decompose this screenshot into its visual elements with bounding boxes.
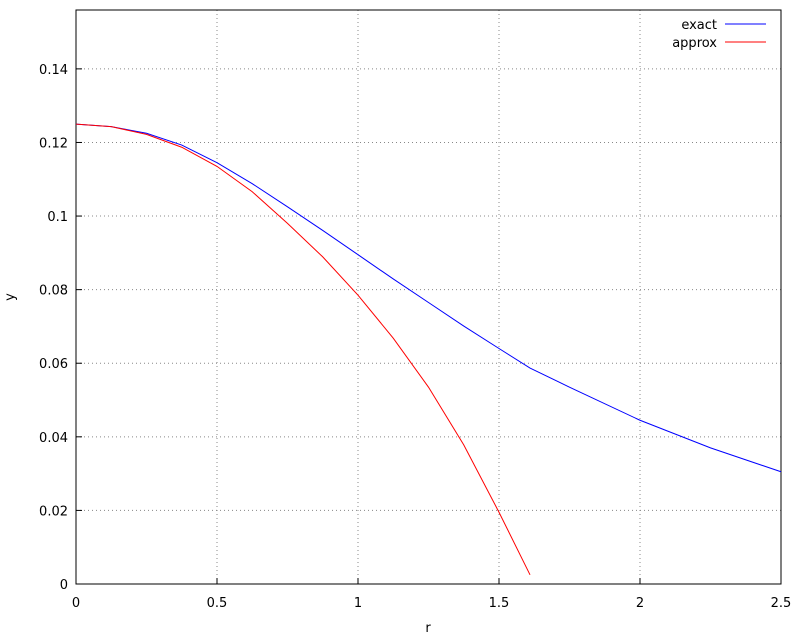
x-tick-label: 1 xyxy=(354,596,362,611)
y-axis-label: y xyxy=(3,293,18,301)
x-tick-label: 2 xyxy=(636,596,644,611)
x-tick-label: 2.5 xyxy=(771,596,792,611)
y-tick-label: 0.06 xyxy=(39,357,68,372)
y-tick-label: 0.1 xyxy=(47,210,68,225)
y-tick-label: 0.12 xyxy=(39,136,68,151)
y-tick-label: 0.02 xyxy=(39,504,68,519)
x-tick-label: 0 xyxy=(72,596,80,611)
x-tick-label: 0.5 xyxy=(207,596,228,611)
y-tick-label: 0 xyxy=(60,578,68,593)
x-axis-label: r xyxy=(425,621,431,636)
y-tick-label: 0.14 xyxy=(39,63,68,78)
legend-label: exact xyxy=(681,18,717,33)
y-tick-label: 0.04 xyxy=(39,431,68,446)
y-tick-label: 0.08 xyxy=(39,284,68,299)
x-tick-label: 1.5 xyxy=(489,596,510,611)
line-series xyxy=(75,123,782,473)
line-series xyxy=(75,123,531,576)
legend-label: approx xyxy=(672,36,717,51)
plot-frame xyxy=(75,9,782,585)
